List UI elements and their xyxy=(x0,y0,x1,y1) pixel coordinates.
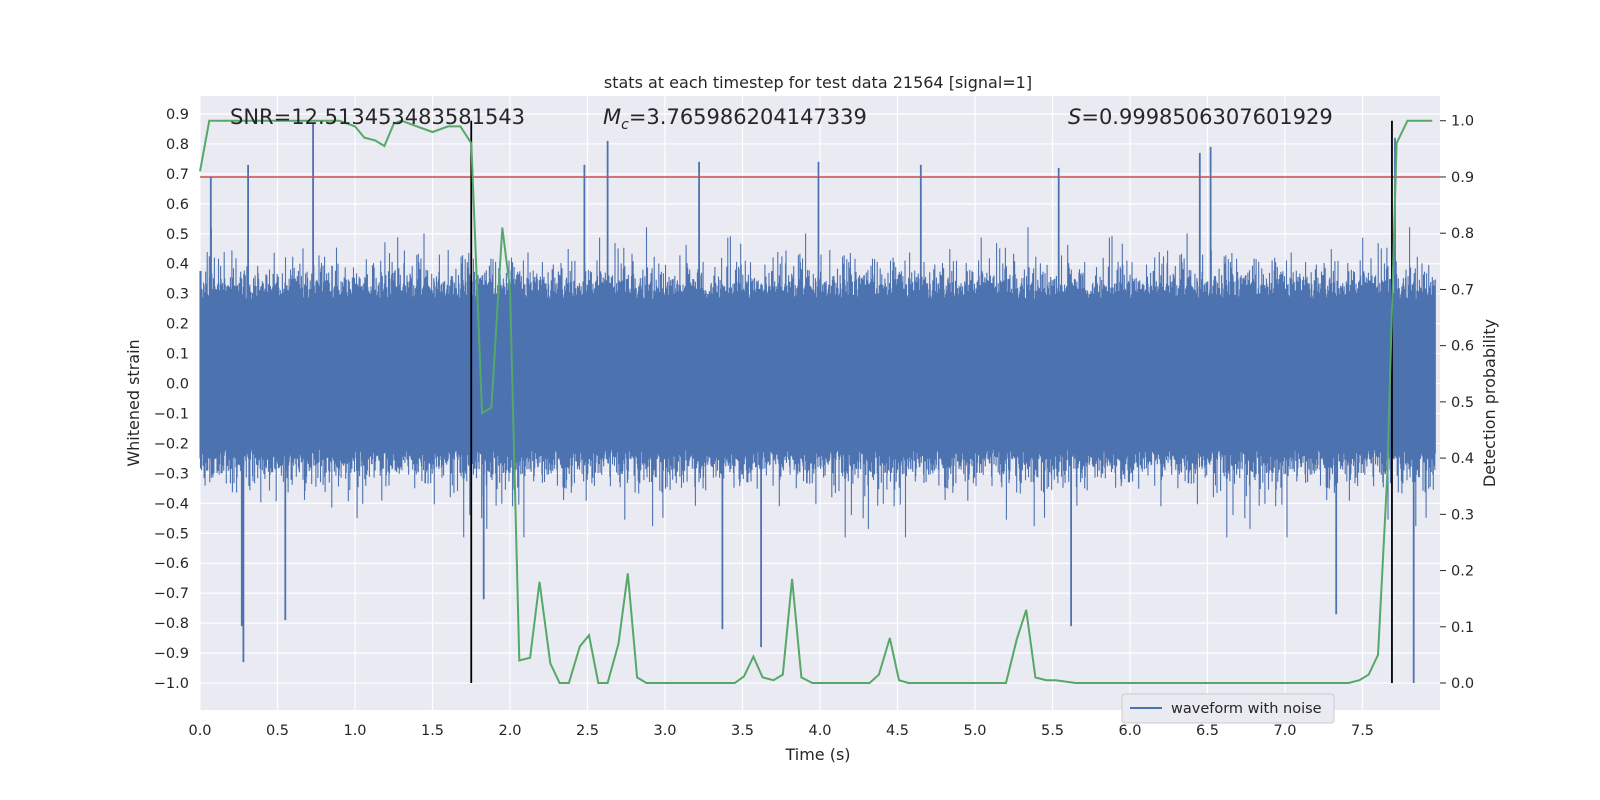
x-tick-label: 7.0 xyxy=(1273,723,1296,739)
legend-label-waveform: waveform with noise xyxy=(1171,701,1322,717)
y-tick-label: −0.6 xyxy=(154,556,189,572)
waveform-peaks xyxy=(209,123,1415,683)
x-tick-label: 5.5 xyxy=(1041,723,1064,739)
x-tick-label: 0.0 xyxy=(188,723,211,739)
y-tick-label: −0.9 xyxy=(154,646,189,662)
y-tick-label: −0.7 xyxy=(154,586,189,602)
x-tick-label: 1.5 xyxy=(421,723,444,739)
y-tick-label: −0.8 xyxy=(154,616,189,632)
snr-annotation: SNR=12.513453483581543 xyxy=(230,105,525,129)
y2-tick-label: 0.2 xyxy=(1451,564,1474,580)
x-tick-label: 4.5 xyxy=(886,723,909,739)
y-tick-label: −0.3 xyxy=(154,466,189,482)
waveform-layer xyxy=(199,123,1436,683)
x-tick-label: 2.0 xyxy=(498,723,521,739)
x-tick-label: 1.0 xyxy=(343,723,366,739)
y-tick-label: 0.9 xyxy=(166,107,189,123)
chart-title: stats at each timestep for test data 215… xyxy=(604,73,1032,92)
y-tick-label: −1.0 xyxy=(154,676,189,692)
y-tick-label: 0.3 xyxy=(166,287,189,303)
x-tick-label: 7.5 xyxy=(1351,723,1374,739)
tick-layer: 0.0 0.5 1.0 1.5 2.0 2.5 3.0 3.5 4.0 4.5 5.0 5.5 6.0 6… xyxy=(154,107,1474,739)
y-tick-label: 0.0 xyxy=(166,377,189,393)
y2-tick-label: 0.4 xyxy=(1451,451,1474,467)
legend: waveform with noise xyxy=(1121,693,1335,724)
x-tick-label: 5.0 xyxy=(963,723,986,739)
x-tick-label: 0.5 xyxy=(266,723,289,739)
y-tick-label: −0.2 xyxy=(154,436,189,452)
y-tick-label: −0.5 xyxy=(154,526,189,542)
x-tick-label: 3.0 xyxy=(653,723,676,739)
y2-tick-label: 0.5 xyxy=(1451,395,1474,411)
y2-axis-label: Detection probability xyxy=(1480,319,1499,487)
y-tick-label: 0.7 xyxy=(166,167,189,183)
probability-line xyxy=(199,119,1433,684)
legend-box xyxy=(1121,693,1335,724)
y2-tick-label: 0.1 xyxy=(1451,620,1474,636)
y-tick-label: 0.5 xyxy=(166,227,189,243)
y2-tick-label: 0.8 xyxy=(1451,226,1474,242)
y2-tick-label: 1.0 xyxy=(1451,114,1474,130)
y-tick-label: 0.4 xyxy=(166,257,189,273)
y2-tick-label: 0.0 xyxy=(1451,676,1474,692)
x-axis-label: Time (s) xyxy=(784,745,850,764)
chirp-mass-symbol: M xyxy=(603,105,621,129)
chirp-mass-annotation: Mc=3.765986204147339 xyxy=(603,105,867,133)
y-tick-label: 0.1 xyxy=(166,347,189,363)
x-tick-label: 2.5 xyxy=(576,723,599,739)
y-tick-label: 0.8 xyxy=(166,137,189,153)
y-tick-label: −0.1 xyxy=(154,406,189,422)
y2-tick-label: 0.7 xyxy=(1451,282,1474,298)
overlay-layer xyxy=(199,119,1440,684)
y2-tick-label: 0.9 xyxy=(1451,170,1474,186)
y-tick-label: −0.4 xyxy=(154,496,189,512)
chirp-mass-subscript: c xyxy=(621,117,629,133)
x-tick-label: 6.5 xyxy=(1196,723,1219,739)
x-tick-label: 3.5 xyxy=(731,723,754,739)
waveform-core xyxy=(200,305,1431,444)
y-axis-label: Whitened strain xyxy=(124,339,143,466)
chirp-mass-value: =3.765986204147339 xyxy=(629,105,867,129)
score-symbol: S xyxy=(1068,105,1081,129)
y2-tick-label: 0.3 xyxy=(1451,507,1474,523)
y-tick-label: 0.6 xyxy=(166,197,189,213)
score-value: =0.9998506307601929 xyxy=(1081,105,1332,129)
x-tick-label: 4.0 xyxy=(808,723,831,739)
y-tick-label: 0.2 xyxy=(166,317,189,333)
y2-tick-label: 0.6 xyxy=(1451,339,1474,355)
x-tick-label: 6.0 xyxy=(1118,723,1141,739)
score-annotation: S=0.9998506307601929 xyxy=(1068,105,1333,129)
